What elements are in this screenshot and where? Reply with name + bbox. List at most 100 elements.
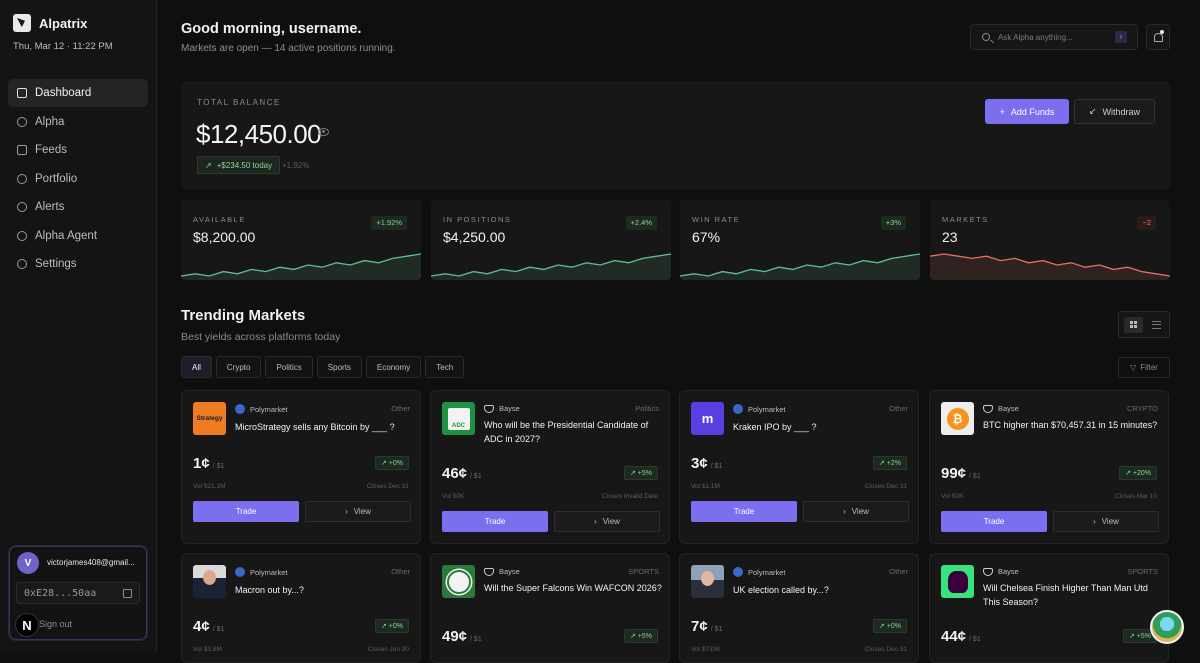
search-input[interactable]: Ask Alpha anything... › [970, 24, 1138, 50]
change-badge: ↗ +5% [623, 629, 658, 643]
change-badge: ↗ +2% [872, 456, 907, 470]
view-button[interactable]: › View [554, 511, 660, 532]
trade-button[interactable]: Trade [442, 511, 548, 532]
floating-assistant-avatar[interactable] [1150, 610, 1184, 644]
tab-all[interactable]: All [181, 356, 212, 378]
sidebar-item-alpha-agent[interactable]: Alpha Agent [8, 222, 148, 250]
market-card[interactable]: Polymarket Other Macron out by...? 4¢ / $… [181, 553, 421, 663]
notifications-button[interactable] [1146, 24, 1170, 50]
view-button[interactable]: › View [1053, 511, 1159, 532]
closes: Closes Dec 31 [864, 483, 907, 490]
view-label: View [851, 507, 869, 516]
stat-badge: +1.92% [371, 216, 407, 230]
market-card[interactable]: ADC Bayse Politics Who will be the Presi… [430, 390, 670, 544]
sign-out-link[interactable]: Sign out [39, 619, 73, 629]
sparkline-area [431, 254, 671, 280]
price: 99¢ / $1 [941, 465, 981, 482]
stat-value: 23 [942, 229, 958, 245]
change-badge: ↗ +5% [1122, 629, 1157, 643]
volume: Vol $1.1M [691, 483, 720, 490]
tab-tech[interactable]: Tech [425, 356, 465, 378]
category: Politics [635, 404, 659, 413]
tab-sports[interactable]: Sports [316, 356, 362, 378]
avatar[interactable]: V [17, 552, 39, 574]
view-button[interactable]: › View [305, 501, 411, 522]
stat-value: $8,200.00 [193, 229, 256, 245]
arrow-down-left-icon: ↙ [1088, 106, 1097, 116]
market-card[interactable]: Bayse SPORTS Will Chelsea Finish Higher … [929, 553, 1169, 663]
today-change: +$234.50 today [216, 160, 273, 170]
tab-economy[interactable]: Economy [365, 356, 422, 378]
view-toggle [1118, 311, 1170, 338]
sidebar-item-settings[interactable]: Settings [8, 250, 148, 278]
premier-league-logo [941, 565, 974, 598]
platform: Bayse [983, 404, 1019, 413]
trade-button[interactable]: Trade [193, 501, 299, 522]
price: 46¢ / $1 [442, 465, 482, 482]
main: Good morning, username. Markets are open… [157, 0, 1200, 663]
market-card[interactable]: ₿ Bayse CRYPTO BTC higher than $70,457.3… [929, 390, 1169, 544]
polymarket-icon [733, 567, 743, 577]
sparkline [181, 253, 421, 280]
section-title: Trending Markets [181, 307, 306, 324]
withdraw-label: Withdraw [1102, 106, 1141, 117]
stat-label: MARKETS [942, 215, 989, 224]
closes: Closes Mar 10 [1115, 493, 1157, 500]
platform: Polymarket [733, 404, 786, 414]
trade-button[interactable]: Trade [691, 501, 797, 522]
closes: Closes Dec 31 [864, 646, 907, 653]
n-badge-icon[interactable]: N [15, 613, 39, 637]
sidebar-item-label: Alpha Agent [35, 229, 98, 242]
question: UK election called by...? [733, 585, 829, 595]
volume: Vol $0K [941, 493, 964, 500]
brand[interactable]: Alpatrix [13, 14, 87, 32]
sidebar-item-label: Portfolio [35, 172, 78, 185]
chevron-right-icon[interactable]: › [1115, 31, 1127, 43]
trade-button[interactable]: Trade [941, 511, 1047, 532]
sidebar-item-label: Feeds [35, 144, 67, 156]
market-card[interactable]: m Polymarket Other Kraken IPO by ___ ? 3… [679, 390, 919, 544]
copy-icon[interactable] [123, 589, 132, 598]
price-value: 46¢ [442, 465, 468, 482]
platform-name: Polymarket [250, 404, 288, 414]
sparkline-area [930, 254, 1170, 280]
bayse-icon [983, 567, 993, 576]
filter-button[interactable]: ▽ Filter [1118, 357, 1170, 378]
list-view-icon[interactable] [1152, 321, 1161, 329]
grid-view-icon[interactable] [1124, 317, 1143, 333]
sidebar-item-alerts[interactable]: Alerts [8, 193, 148, 221]
add-funds-label: Add Funds [1010, 106, 1055, 117]
chevron-right-icon: › [843, 507, 846, 516]
stat-badge: +3% [880, 216, 906, 230]
change-value: +0% [388, 623, 403, 630]
platform-name: Bayse [998, 567, 1019, 576]
eye-icon[interactable] [318, 128, 329, 136]
sidebar-item-portfolio[interactable]: Portfolio [8, 165, 148, 193]
stat-card-win-rate: WIN RATE 67% +3% [680, 200, 920, 280]
category: Other [391, 567, 410, 576]
price: 1¢ / $1 [193, 455, 224, 472]
add-funds-button[interactable]: + Add Funds [985, 99, 1069, 124]
category: SPORTS [1127, 567, 1158, 576]
question: Macron out by...? [235, 585, 304, 595]
category: CRYPTO [1127, 404, 1158, 413]
platform: Polymarket [733, 567, 786, 577]
platform-name: Bayse [998, 404, 1019, 413]
closes: Closes Dec 31 [366, 483, 409, 490]
view-button[interactable]: › View [803, 501, 909, 522]
sidebar-item-dashboard[interactable]: Dashboard [8, 79, 148, 107]
stat-value: $4,250.00 [443, 229, 506, 245]
tab-politics[interactable]: Politics [265, 356, 313, 378]
stat-label: WIN RATE [692, 215, 741, 224]
market-card[interactable]: Strategy Polymarket Other MicroStrategy … [181, 390, 421, 544]
sparkline [680, 253, 920, 280]
today-change-badge: ↗ +$234.50 today [197, 156, 281, 174]
market-card[interactable]: Bayse SPORTS Will the Super Falcons Win … [430, 553, 670, 663]
sidebar-item-feeds[interactable]: Feeds [8, 136, 148, 164]
sidebar-item-alpha[interactable]: Alpha [8, 108, 148, 136]
change-value: +0% [388, 460, 403, 467]
tab-crypto[interactable]: Crypto [215, 356, 262, 378]
market-card[interactable]: Polymarket Other UK election called by..… [679, 553, 919, 663]
withdraw-button[interactable]: ↙ Withdraw [1074, 99, 1155, 124]
question: Will the Super Falcons Win WAFCON 2026? [484, 583, 662, 593]
